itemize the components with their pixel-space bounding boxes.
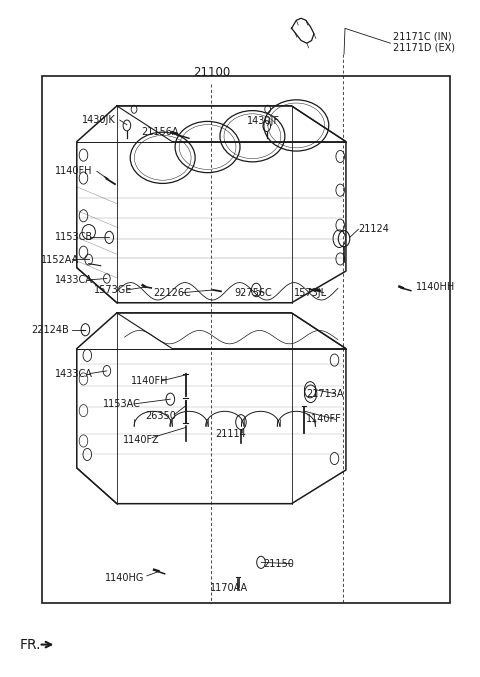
Text: 21150: 21150 [263, 559, 294, 569]
Text: 1153AC: 1153AC [103, 399, 141, 409]
Text: 1152AA: 1152AA [40, 255, 79, 265]
Text: 1153CB: 1153CB [55, 232, 93, 242]
Text: 92756C: 92756C [234, 288, 272, 298]
Text: 1140FH: 1140FH [55, 167, 92, 176]
Text: 1140FH: 1140FH [131, 376, 168, 386]
Text: 1140HH: 1140HH [416, 282, 455, 292]
Text: 21114: 21114 [215, 429, 246, 439]
Text: 22126C: 22126C [153, 288, 191, 298]
Text: 21100: 21100 [193, 66, 230, 79]
Text: 21713A: 21713A [306, 389, 343, 399]
Text: 1170AA: 1170AA [210, 583, 249, 593]
Text: 1433CA: 1433CA [55, 275, 93, 285]
Text: 1433CA: 1433CA [55, 369, 93, 379]
Text: 1573GE: 1573GE [95, 285, 133, 295]
Text: FR.: FR. [20, 638, 41, 651]
Text: 1140HG: 1140HG [106, 573, 145, 583]
Text: 21171C (IN)
21171D (EX): 21171C (IN) 21171D (EX) [393, 31, 455, 53]
Text: 1140FZ: 1140FZ [123, 435, 160, 445]
Text: 21124: 21124 [359, 224, 389, 234]
Text: 1573JL: 1573JL [294, 288, 327, 298]
Text: 1430JF: 1430JF [247, 116, 280, 127]
Text: 1140FF: 1140FF [306, 414, 342, 424]
Bar [42, 77, 450, 603]
Text: 1430JK: 1430JK [82, 115, 115, 125]
Text: 26350: 26350 [145, 411, 176, 421]
Text: 22124B: 22124B [31, 325, 69, 334]
Text: 21156A: 21156A [141, 127, 179, 137]
